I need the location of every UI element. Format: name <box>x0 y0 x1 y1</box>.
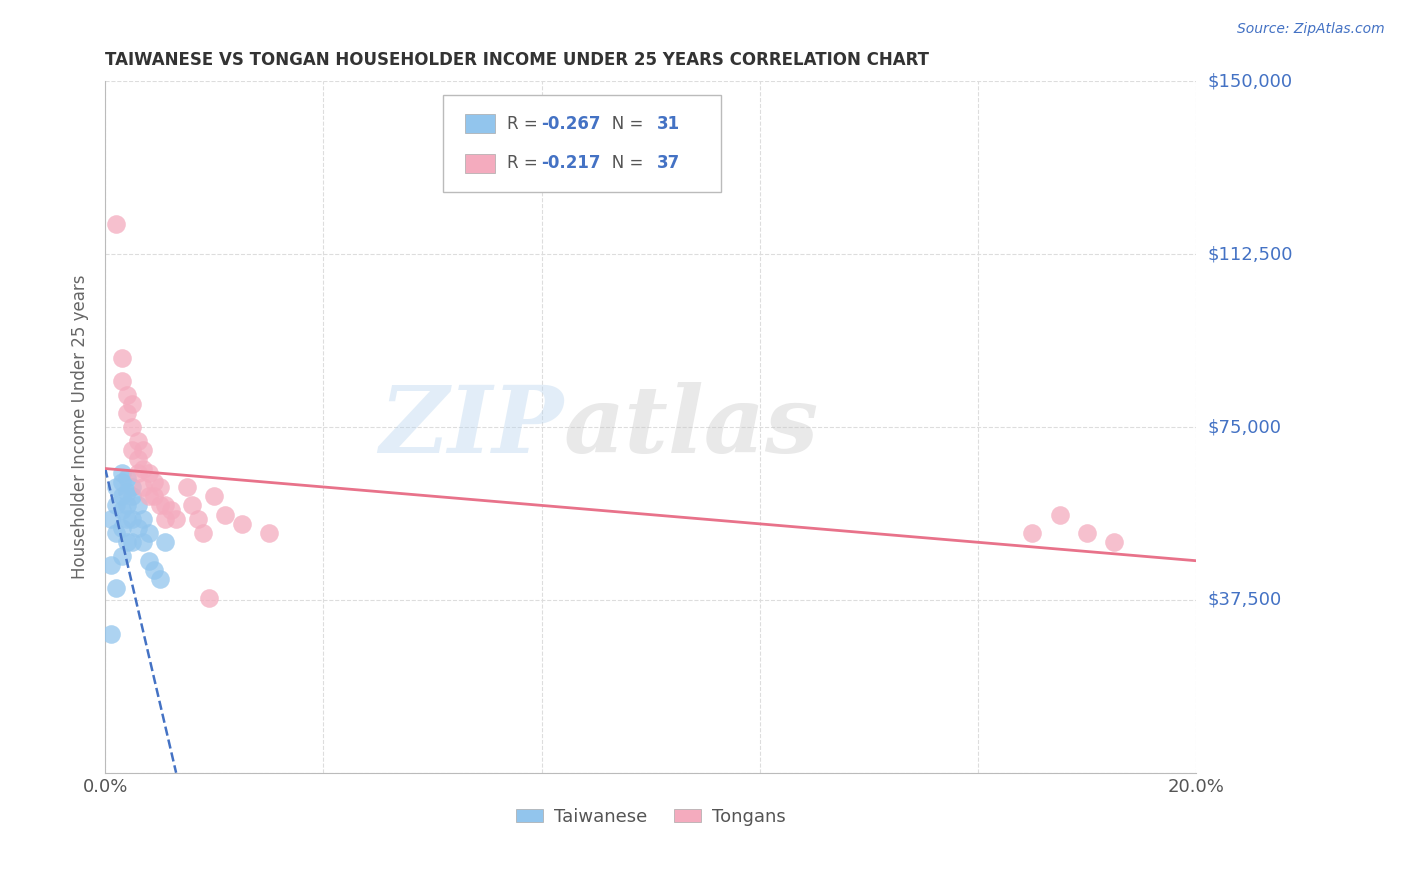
Text: atlas: atlas <box>564 382 818 472</box>
Point <box>1076 526 1098 541</box>
Text: 37: 37 <box>657 154 681 172</box>
Text: $150,000: $150,000 <box>1208 72 1292 90</box>
Legend: Taiwanese, Tongans: Taiwanese, Tongans <box>509 800 793 833</box>
Point <box>110 374 132 388</box>
Point <box>121 397 143 411</box>
Point <box>149 499 172 513</box>
Point <box>132 480 155 494</box>
Point <box>231 516 253 531</box>
Point <box>121 535 143 549</box>
Point <box>110 489 132 503</box>
Point <box>115 471 138 485</box>
Point <box>121 512 143 526</box>
Point <box>121 489 143 503</box>
Point <box>149 480 172 494</box>
Point <box>165 512 187 526</box>
Text: 31: 31 <box>657 115 681 133</box>
Text: -0.217: -0.217 <box>541 154 600 172</box>
Point <box>110 503 132 517</box>
Point <box>110 549 132 563</box>
Point <box>257 526 280 541</box>
Point <box>138 466 160 480</box>
Point <box>132 512 155 526</box>
Point <box>138 554 160 568</box>
Text: R =: R = <box>506 115 543 133</box>
Point <box>187 512 209 526</box>
Y-axis label: Householder Income Under 25 years: Householder Income Under 25 years <box>72 275 89 579</box>
Point <box>176 480 198 494</box>
Point <box>153 512 176 526</box>
Text: $112,500: $112,500 <box>1208 245 1292 263</box>
Point <box>115 535 138 549</box>
Point <box>121 443 143 458</box>
Point <box>105 526 128 541</box>
Point <box>127 466 149 480</box>
Text: N =: N = <box>596 115 648 133</box>
Point <box>100 627 122 641</box>
Point <box>193 526 215 541</box>
Point <box>121 420 143 434</box>
Text: Source: ZipAtlas.com: Source: ZipAtlas.com <box>1237 22 1385 37</box>
Point <box>149 572 172 586</box>
Point <box>105 582 128 596</box>
Point <box>132 461 155 475</box>
FancyBboxPatch shape <box>443 95 721 192</box>
Point <box>105 499 128 513</box>
Point <box>127 434 149 448</box>
Point <box>1102 535 1125 549</box>
Point <box>138 489 160 503</box>
Point <box>127 499 149 513</box>
Point <box>105 480 128 494</box>
Point <box>121 480 143 494</box>
Point <box>1021 526 1043 541</box>
Point <box>105 217 128 231</box>
Text: TAIWANESE VS TONGAN HOUSEHOLDER INCOME UNDER 25 YEARS CORRELATION CHART: TAIWANESE VS TONGAN HOUSEHOLDER INCOME U… <box>105 51 929 69</box>
Point <box>143 489 166 503</box>
Point <box>110 351 132 365</box>
Point <box>143 475 166 490</box>
Point <box>1049 508 1071 522</box>
Point <box>100 558 122 573</box>
Point <box>214 508 236 522</box>
Point <box>127 521 149 535</box>
Text: R =: R = <box>506 154 543 172</box>
Text: $75,000: $75,000 <box>1208 418 1281 436</box>
Point <box>110 475 132 490</box>
Point <box>143 563 166 577</box>
Point <box>127 452 149 467</box>
Point <box>100 512 122 526</box>
Text: $37,500: $37,500 <box>1208 591 1281 609</box>
Text: ZIP: ZIP <box>380 382 564 472</box>
Point <box>159 503 181 517</box>
Point <box>115 499 138 513</box>
Point <box>132 535 155 549</box>
Point <box>115 512 138 526</box>
Text: -0.267: -0.267 <box>541 115 600 133</box>
Point <box>115 484 138 499</box>
Point <box>153 499 176 513</box>
Point <box>153 535 176 549</box>
Point <box>132 443 155 458</box>
Point <box>198 591 221 605</box>
FancyBboxPatch shape <box>465 154 495 173</box>
Point <box>202 489 225 503</box>
Point <box>138 526 160 541</box>
FancyBboxPatch shape <box>465 114 495 133</box>
Point <box>181 499 204 513</box>
Text: N =: N = <box>596 154 648 172</box>
Point <box>115 388 138 402</box>
Point <box>110 466 132 480</box>
Point <box>115 406 138 420</box>
Point <box>110 521 132 535</box>
